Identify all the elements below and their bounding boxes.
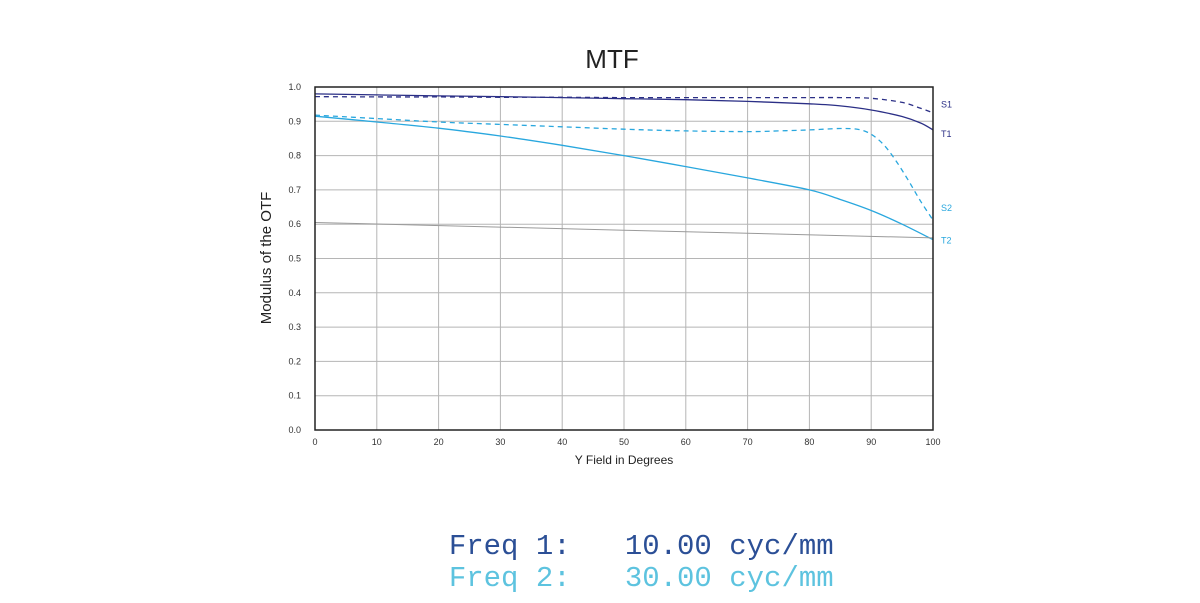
grid [314, 86, 934, 431]
x-tick-label: 70 [743, 437, 753, 447]
freq-2-value: 30.00 cyc/mm [624, 562, 834, 595]
y-axis-label: Modulus of the OTF [258, 192, 275, 325]
y-tick-labels: 0.0 0.1 0.2 0.3 0.4 0.5 0.6 0.7 0.8 0.9 1.0 [288, 82, 301, 435]
freq-2-label: Freq 2: [448, 562, 571, 595]
series-labels: S1 T1 S2 T2 [941, 100, 952, 246]
y-tick-label: 0.8 [288, 151, 301, 161]
y-tick-label: 0.1 [288, 391, 301, 401]
y-tick-label: 0.2 [288, 356, 301, 366]
x-tick-label: 100 [925, 437, 940, 447]
freq-1-label: Freq 1: [448, 530, 571, 563]
x-tick-label: 90 [866, 437, 876, 447]
series-label-s1: S1 [941, 100, 952, 110]
series-label-s2: S2 [941, 203, 952, 213]
x-tick-label: 30 [495, 437, 505, 447]
series-label-t2: T2 [941, 236, 952, 246]
y-tick-label: 0.7 [288, 185, 301, 195]
freq-1-row: Freq 1: 10.00 cyc/mm [414, 503, 834, 561]
y-tick-label: 0.6 [288, 219, 301, 229]
x-tick-labels: 0 10 20 30 40 50 60 70 80 90 100 [312, 437, 940, 447]
x-tick-label: 80 [804, 437, 814, 447]
x-tick-label: 0 [312, 437, 317, 447]
x-tick-label: 20 [434, 437, 444, 447]
series-s1-line [314, 95, 934, 114]
y-tick-label: 0.4 [288, 288, 301, 298]
x-tick-label: 60 [681, 437, 691, 447]
y-tick-label: 1.0 [288, 82, 301, 92]
series-reference-line [314, 222, 934, 239]
x-tick-label: 10 [372, 437, 382, 447]
x-axis-label: Y Field in Degrees [575, 453, 674, 467]
series-t1-line [314, 93, 934, 131]
plot-frame [314, 86, 934, 431]
series-lines [314, 93, 934, 241]
x-tick-label: 50 [619, 437, 629, 447]
series-s2-line [314, 114, 934, 221]
series-label-t1: T1 [941, 129, 952, 139]
y-tick-label: 0.5 [288, 254, 301, 264]
freq-1-value: 10.00 cyc/mm [624, 530, 834, 563]
y-tick-label: 0.0 [288, 425, 301, 435]
x-tick-label: 40 [557, 437, 567, 447]
y-tick-label: 0.9 [288, 116, 301, 126]
series-t2-line [314, 115, 934, 241]
freq-2-row: Freq 2: 30.00 cyc/mm [414, 535, 834, 593]
y-tick-label: 0.3 [288, 322, 301, 332]
chart-title: MTF [585, 44, 638, 74]
